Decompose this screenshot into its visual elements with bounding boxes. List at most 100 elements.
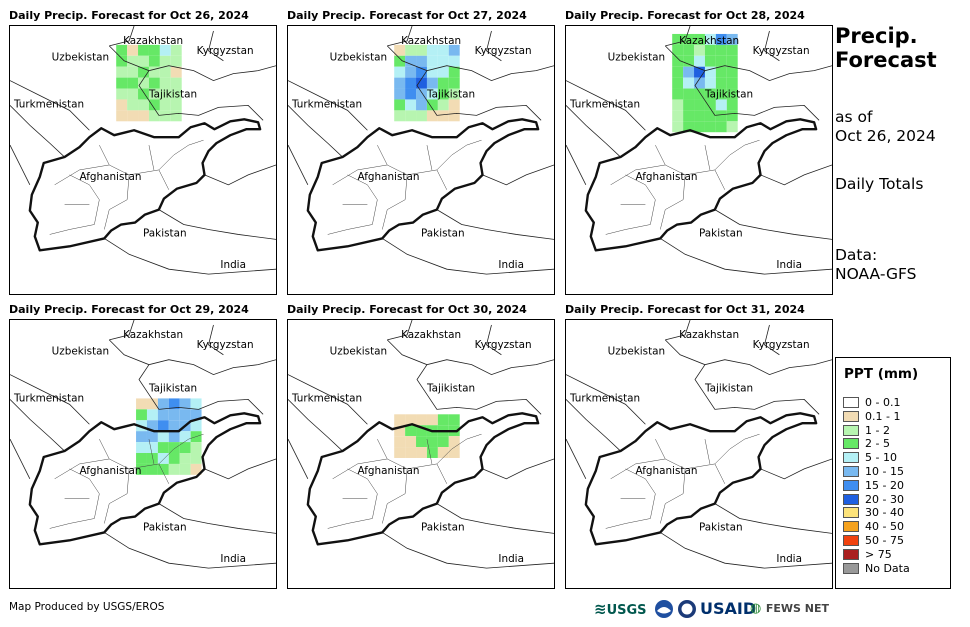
precip-cell [394,88,406,100]
precip-cell [715,110,727,122]
precip-cell [426,447,438,458]
precip-cell [394,77,406,89]
province-border [729,139,760,156]
precip-cell [116,44,128,56]
afghanistan-map: Kazakhstan Kyrgyzstan Uzbekistan Tajikistan… [566,320,832,569]
country-label-kyrgyzstan: Kyrgyzstan [197,45,254,57]
province-border [347,468,378,519]
map-frame: Kazakhstan Kyrgyzstan Uzbekistan Tajikistan… [565,319,833,589]
country-border [436,503,554,534]
precip-cell [159,99,171,111]
forecast-title: Precip. Forecast [835,24,937,72]
precip-cell [683,99,695,111]
province-border [714,169,726,190]
precip-cell [148,99,160,111]
precip-cell [426,99,438,111]
precip-cell [157,398,169,410]
legend-label: 2 - 5 [865,437,890,451]
precip-cell [405,447,417,458]
country-label-india: India [220,259,246,271]
afghanistan-border [28,412,262,546]
country-border [760,458,832,480]
precip-cell [704,88,716,100]
legend-label: 50 - 75 [865,534,904,547]
province-border [451,433,482,450]
country-border [104,532,276,569]
seal-icon [678,600,696,618]
precip-cell [448,110,460,122]
province-border [382,493,406,524]
globe-icon: ◍ [750,601,762,616]
legend-label: 30 - 40 [865,506,904,520]
precip-cell [394,44,406,56]
precip-cell [448,44,460,56]
country-border [158,209,276,240]
legend-swatch [843,424,859,436]
precip-cell [157,431,169,443]
precip-cell [146,409,158,421]
province-border [625,174,656,225]
province-border [729,433,760,450]
precip-cell [694,121,705,133]
province-border [158,169,170,190]
country-border [204,164,276,186]
province-border [660,493,684,524]
country-border [764,30,780,62]
province-border [347,174,378,225]
precip-cell [138,99,149,111]
forecast-title-line2: Forecast [835,48,937,72]
precip-cell [405,77,417,89]
precip-cell [426,88,438,100]
country-label-tajikistan: Tajikistan [426,382,475,394]
country-label-afghanistan: Afghanistan [79,465,141,477]
precip-cell [726,77,738,89]
country-border [660,238,832,275]
precip-cell [694,33,705,45]
precip-cell [694,99,705,111]
precip-cell [190,398,202,410]
province-border [54,458,110,480]
precip-cell [146,463,158,475]
precip-cell [394,99,406,111]
legend-swatch [843,521,859,533]
precip-cell [179,409,191,421]
afghanistan-border [306,412,540,546]
precip-cell [170,44,182,56]
country-border [288,374,368,425]
country-border [386,45,554,82]
precip-cell [715,44,727,56]
country-border [566,399,621,452]
country-border [10,438,31,479]
precip-cell [146,442,158,454]
data-source: Data: NOAA-GFS [835,246,916,284]
precip-cell [683,55,695,67]
precip-cell [138,77,149,89]
precip-cell [416,436,427,448]
country-label-pakistan: Pakistan [699,227,743,239]
precip-cell [405,99,417,111]
precip-cell [694,55,705,67]
country-border [208,324,224,356]
country-border [664,339,832,376]
precip-cell [448,99,460,111]
country-border [108,339,276,376]
country-border [660,532,832,569]
legend-swatch [843,507,859,519]
province-border [104,493,128,524]
forecast-title-line1: Precip. [835,24,918,48]
country-border [288,438,309,479]
precip-cell [426,436,438,448]
country-label-tajikistan: Tajikistan [148,88,197,100]
precip-cell [704,55,716,67]
country-label-afghanistan: Afghanistan [79,171,141,183]
country-label-kyrgyzstan: Kyrgyzstan [475,45,532,57]
country-border [566,374,646,425]
precip-cell [179,453,191,464]
precip-cell [683,66,695,78]
precip-cell [704,99,716,111]
precip-cell [159,44,171,56]
country-label-afghanistan: Afghanistan [357,171,419,183]
precip-cell [190,442,202,454]
precip-cell [168,453,180,464]
precip-cell [405,44,417,56]
